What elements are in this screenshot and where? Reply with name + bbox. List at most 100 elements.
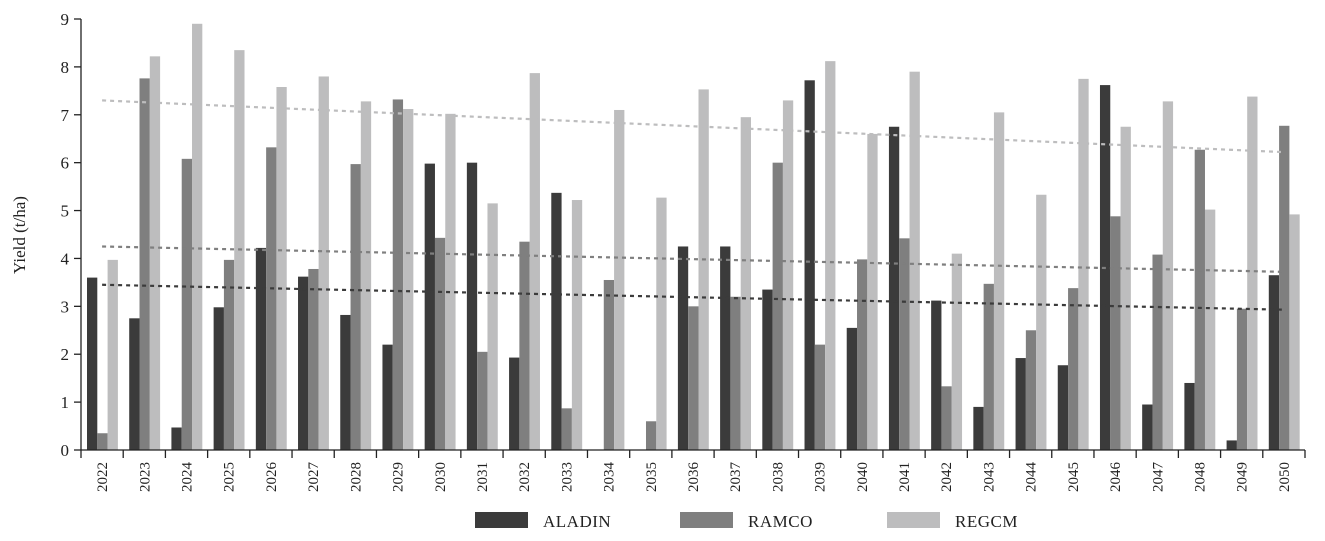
bar-regcm-2042 bbox=[951, 253, 963, 450]
x-tick-label: 2043 bbox=[981, 462, 997, 492]
legend-label-ramco: RAMCO bbox=[748, 512, 813, 531]
bar-ramco-2044 bbox=[1025, 330, 1037, 450]
x-tick-label: 2050 bbox=[1277, 462, 1293, 492]
legend-label-aladin: ALADIN bbox=[543, 512, 611, 531]
x-tick-label: 2030 bbox=[433, 462, 449, 492]
x-tick-label: 2039 bbox=[813, 462, 829, 492]
bar-ramco-2024 bbox=[181, 158, 193, 450]
bar-regcm-2049 bbox=[1247, 96, 1258, 450]
legend: ALADIN RAMCO REGCM bbox=[475, 512, 1018, 531]
y-tick-label: 4 bbox=[61, 249, 70, 268]
bar-regcm-2041 bbox=[909, 71, 920, 451]
bar-regcm-2037 bbox=[740, 117, 751, 451]
bar-aladin-2032 bbox=[509, 357, 520, 450]
bar-ramco-2039 bbox=[814, 344, 826, 450]
bar-ramco-2050 bbox=[1279, 125, 1290, 450]
x-tick-label: 2048 bbox=[1192, 462, 1208, 492]
bar-regcm-2040 bbox=[867, 133, 878, 450]
y-tick-label: 0 bbox=[61, 441, 70, 460]
bar-aladin-2041 bbox=[888, 126, 900, 450]
trendline-ramco bbox=[102, 245, 1284, 273]
bar-regcm-2029 bbox=[403, 109, 414, 450]
trendlines bbox=[102, 99, 1284, 311]
axes: Yield (t/ha) 0 1 2 3 4 5 6 7 8 9 2022 2023 2024 2025 2… bbox=[10, 10, 1306, 493]
x-tick-label: 2023 bbox=[137, 462, 153, 492]
bar-ramco-2032 bbox=[519, 241, 530, 450]
bar-regcm-2034 bbox=[614, 109, 625, 451]
bar-regcm-2031 bbox=[487, 203, 498, 450]
x-tick-label: 2040 bbox=[855, 462, 871, 492]
bar-ramco-2033 bbox=[561, 408, 572, 450]
y-tick-label: 7 bbox=[61, 106, 70, 125]
bar-ramco-2025 bbox=[223, 259, 235, 450]
bar-regcm-2035 bbox=[656, 197, 667, 450]
bar-regcm-2047 bbox=[1162, 101, 1174, 451]
x-tick-label: 2037 bbox=[728, 462, 744, 493]
bar-regcm-2050 bbox=[1289, 214, 1300, 450]
bar-ramco-2045 bbox=[1068, 288, 1079, 450]
bar-regcm-2036 bbox=[698, 89, 709, 451]
bar-regcm-2046 bbox=[1120, 126, 1131, 450]
bar-aladin-2044 bbox=[1015, 358, 1026, 450]
bar-ramco-2038 bbox=[772, 162, 783, 451]
bar-aladin-2026 bbox=[255, 247, 267, 450]
x-tick-label: 2029 bbox=[391, 462, 407, 492]
bar-regcm-2048 bbox=[1204, 209, 1216, 450]
bar-ramco-2047 bbox=[1152, 254, 1163, 450]
bar-aladin-2025 bbox=[213, 307, 224, 450]
legend-label-regcm: REGCM bbox=[955, 512, 1018, 531]
bar-ramco-2035 bbox=[645, 421, 657, 450]
x-tick-label: 2027 bbox=[306, 462, 322, 493]
x-tick-label: 2044 bbox=[1024, 462, 1040, 493]
x-tick-label: 2025 bbox=[222, 462, 238, 492]
x-tick-label: 2046 bbox=[1108, 462, 1124, 493]
x-tick-label: 2028 bbox=[348, 462, 364, 492]
bar-aladin-2031 bbox=[466, 162, 478, 451]
bar-ramco-2040 bbox=[857, 259, 868, 450]
x-tick-label: 2047 bbox=[1150, 462, 1166, 493]
y-tick-label: 1 bbox=[61, 393, 70, 412]
bar-aladin-2038 bbox=[762, 289, 773, 450]
y-tick-label: 5 bbox=[61, 202, 70, 221]
bar-ramco-2029 bbox=[392, 99, 404, 450]
trendline-aladin bbox=[102, 283, 1284, 311]
bar-ramco-2031 bbox=[477, 351, 488, 450]
bar-ramco-2041 bbox=[899, 238, 910, 450]
legend-swatch-ramco bbox=[680, 512, 733, 528]
x-tick-label: 2035 bbox=[644, 462, 660, 492]
x-tick-label: 2026 bbox=[264, 462, 280, 493]
x-tick-label: 2049 bbox=[1235, 462, 1251, 492]
bar-ramco-2023 bbox=[139, 78, 150, 450]
bar-ramco-2048 bbox=[1194, 149, 1205, 451]
bar-aladin-2039 bbox=[804, 80, 815, 451]
x-tick-label: 2038 bbox=[770, 462, 786, 492]
x-tick-label: 2041 bbox=[897, 462, 913, 492]
y-tick-label: 2 bbox=[61, 345, 70, 364]
bar-ramco-2036 bbox=[688, 306, 699, 450]
plot-area bbox=[87, 23, 1300, 451]
bar-aladin-2024 bbox=[171, 427, 182, 450]
trendline-regcm bbox=[102, 99, 1284, 154]
bar-aladin-2023 bbox=[129, 318, 140, 450]
x-tick-label: 2024 bbox=[180, 462, 196, 493]
legend-swatch-regcm bbox=[887, 512, 940, 528]
bar-ramco-2043 bbox=[983, 283, 994, 450]
x-tick-label: 2045 bbox=[1066, 462, 1082, 492]
bar-ramco-2030 bbox=[434, 237, 446, 450]
bar-regcm-2027 bbox=[318, 76, 329, 450]
x-tick-label: 2034 bbox=[602, 462, 618, 493]
bar-ramco-2034 bbox=[603, 279, 615, 450]
bar-ramco-2028 bbox=[350, 164, 361, 450]
x-tick-label: 2033 bbox=[559, 462, 575, 492]
bar-regcm-2043 bbox=[993, 112, 1005, 450]
y-axis-title: Yield (t/ha) bbox=[10, 196, 29, 274]
y-tick-label: 8 bbox=[61, 58, 70, 77]
bar-aladin-2040 bbox=[846, 327, 858, 450]
bar-aladin-2045 bbox=[1057, 365, 1069, 450]
bar-ramco-2042 bbox=[941, 386, 952, 450]
bar-aladin-2036 bbox=[677, 246, 689, 450]
bar-regcm-2044 bbox=[1036, 194, 1047, 450]
legend-swatch-aladin bbox=[475, 512, 528, 528]
